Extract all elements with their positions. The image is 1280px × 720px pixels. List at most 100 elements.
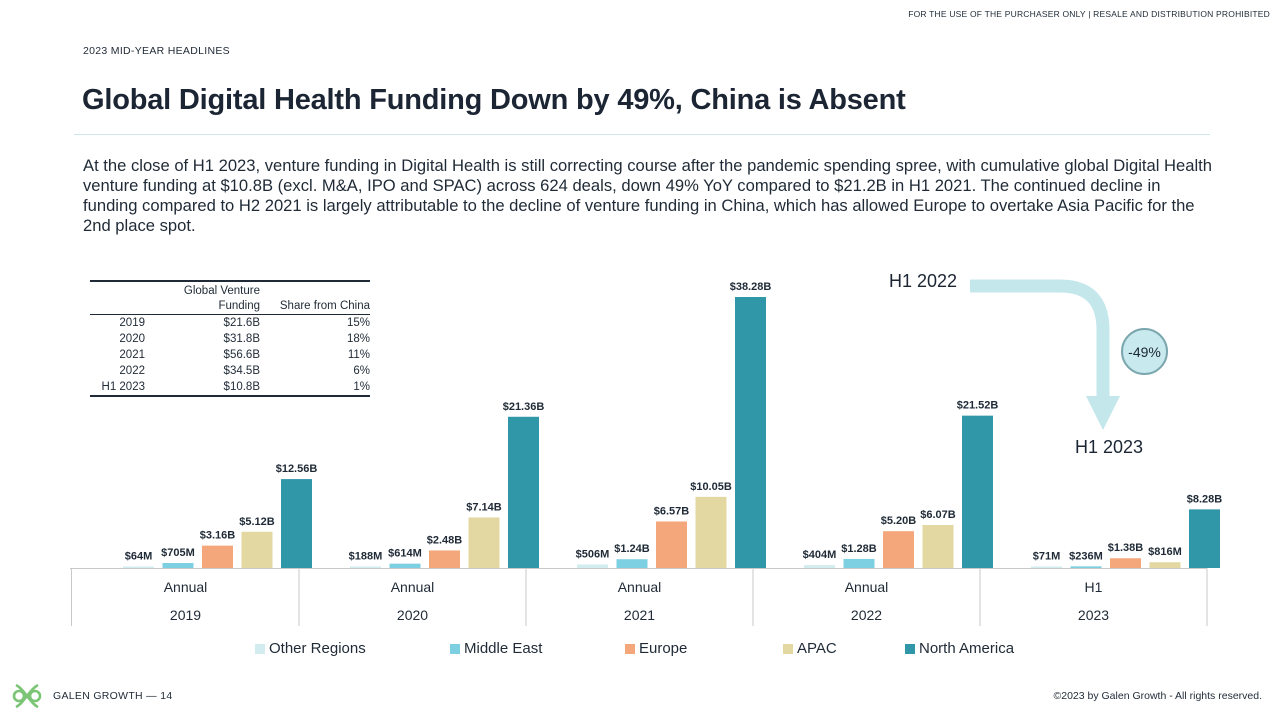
bar-north-america-2023 [1189, 509, 1220, 568]
data-label-middle-east-2020: $614M [388, 548, 422, 560]
axis-year-label: 2022 [851, 607, 882, 623]
bar-north-america-2020 [508, 416, 539, 568]
decline-percent-badge: -49% [1121, 328, 1168, 375]
bar-middle-east-2019 [162, 563, 194, 568]
bar-middle-east-2021 [616, 559, 648, 568]
legend-item-apac: APAC [783, 640, 837, 657]
galen-growth-logo-icon [12, 683, 42, 709]
legend-label: North America [919, 640, 1015, 657]
bar-apac-2020 [468, 517, 500, 568]
bar-north-america-2019 [281, 479, 312, 568]
bar-apac-2023 [1149, 562, 1181, 568]
bar-europe-2019 [202, 545, 233, 568]
data-label-europe-2021: $6.57B [654, 505, 690, 517]
table-cell: 1% [353, 381, 370, 393]
data-label-other-regions-2021: $506M [576, 548, 610, 560]
table-cell: $56.6B [223, 349, 260, 361]
intro-paragraph: At the close of H1 2023, venture funding… [83, 156, 1212, 235]
table-cell: 2022 [119, 365, 145, 377]
usage-notice: FOR THE USE OF THE PURCHASER ONLY | RESA… [908, 9, 1270, 19]
bar-apac-2021 [695, 496, 727, 568]
data-label-apac-2021: $10.05B [690, 481, 732, 493]
value-labels-layer: $64M $705M $3.16B$5.12B $12.56B $188M $614M $2… [125, 281, 1223, 563]
bar-other-regions-2021 [577, 564, 608, 568]
table-cell: $10.8B [223, 381, 260, 393]
bar-apac-2022 [922, 525, 954, 568]
table-row: 2021 $56.6B 11% [90, 347, 370, 363]
data-label-north-america-2019: $12.56B [276, 463, 318, 475]
axis-period-label: Annual [618, 579, 662, 595]
annotation-from-label: H1 2022 [889, 271, 958, 291]
data-label-europe-2022: $5.20B [881, 515, 917, 527]
bar-apac-2019 [241, 531, 273, 568]
legend-item-north-america: North America [905, 640, 1014, 657]
data-label-apac-2019: $5.12B [239, 516, 275, 528]
bar-middle-east-2022 [843, 558, 875, 568]
data-label-other-regions-2022: $404M [803, 549, 837, 561]
legend-swatch [255, 643, 265, 654]
axis-period-label: Annual [164, 579, 208, 595]
table-row: 2019 $21.6B 15% [90, 315, 370, 332]
bar-middle-east-2023 [1070, 566, 1102, 568]
data-label-middle-east-2019: $705M [161, 547, 195, 559]
table-cell: $34.5B [223, 365, 260, 377]
footer-brand: GALEN GROWTH — 14 [53, 690, 172, 702]
data-label-middle-east-2022: $1.28B [841, 543, 877, 555]
bar-other-regions-2023 [1031, 566, 1062, 568]
table-row: 2022 $34.5B 6% [90, 363, 370, 379]
bar-north-america-2022 [962, 415, 993, 568]
decline-arrow-icon [970, 279, 1110, 400]
legend-item-europe: Europe [625, 640, 687, 657]
legend-swatch [625, 643, 635, 654]
data-label-north-america-2021: $38.28B [730, 281, 772, 293]
legend-label: APAC [797, 640, 837, 657]
legend-label: Other Regions [269, 640, 366, 657]
bar-europe-2020 [429, 550, 460, 568]
axis-period-label: H1 [1085, 579, 1103, 595]
legend-label: Middle East [464, 640, 543, 657]
data-label-europe-2023: $1.38B [1108, 542, 1144, 554]
legend-swatch [905, 643, 915, 654]
table-cell: 2020 [119, 333, 145, 345]
legend-swatch [783, 643, 793, 654]
data-label-europe-2019: $3.16B [200, 530, 236, 542]
bars-layer [123, 297, 1220, 568]
footer-page-number: 14 [160, 690, 173, 702]
table-cell: 2021 [119, 349, 145, 361]
bar-europe-2022 [883, 531, 914, 568]
summary-table: Global Venture Funding Share from China … [90, 280, 370, 397]
annotation-to-label: H1 2023 [1075, 437, 1144, 457]
page-title: Global Digital Health Funding Down by 49… [82, 84, 906, 116]
bar-other-regions-2019 [123, 566, 154, 568]
table-row: 2020 $31.8B 18% [90, 331, 370, 347]
table-cell: $21.6B [223, 317, 260, 329]
axis-year-label: 2019 [170, 607, 201, 623]
summary-header-funding: Global Venture Funding [183, 285, 260, 312]
chart-legend: Other Regions Middle East Europe APAC North … [255, 640, 1055, 660]
table-cell: 2019 [119, 317, 145, 329]
table-cell: 15% [346, 317, 370, 329]
axis-year-label: 2023 [1078, 607, 1109, 623]
section-label: 2023 MID-YEAR HEADLINES [83, 45, 230, 57]
footer-brand-name: GALEN GROWTH [53, 690, 143, 702]
axis-period-label: Annual [845, 579, 889, 595]
bar-middle-east-2020 [389, 563, 421, 568]
legend-swatch [450, 643, 460, 654]
legend-item-middle-east: Middle East [450, 640, 542, 657]
table-cell: 18% [346, 333, 370, 345]
axis-period-label: Annual [391, 579, 435, 595]
bar-europe-2021 [656, 521, 687, 568]
table-row: H1 2023 $10.8B 1% [90, 379, 370, 396]
data-label-apac-2020: $7.14B [466, 501, 502, 513]
summary-header-china-share: Share from China [279, 300, 370, 312]
table-cell: $31.8B [223, 333, 260, 345]
decline-arrowhead-icon [1086, 396, 1120, 430]
legend-item-other-regions: Other Regions [255, 640, 366, 657]
data-label-other-regions-2020: $188M [349, 551, 383, 563]
data-label-apac-2023: $816M [1148, 546, 1182, 558]
category-axis: Annual 2019 Annual 2020 Annual 2021 Annual 2022… [70, 568, 1208, 626]
footer-separator: — [146, 690, 161, 702]
bar-other-regions-2020 [350, 566, 381, 568]
data-label-apac-2022: $6.07B [920, 509, 956, 521]
